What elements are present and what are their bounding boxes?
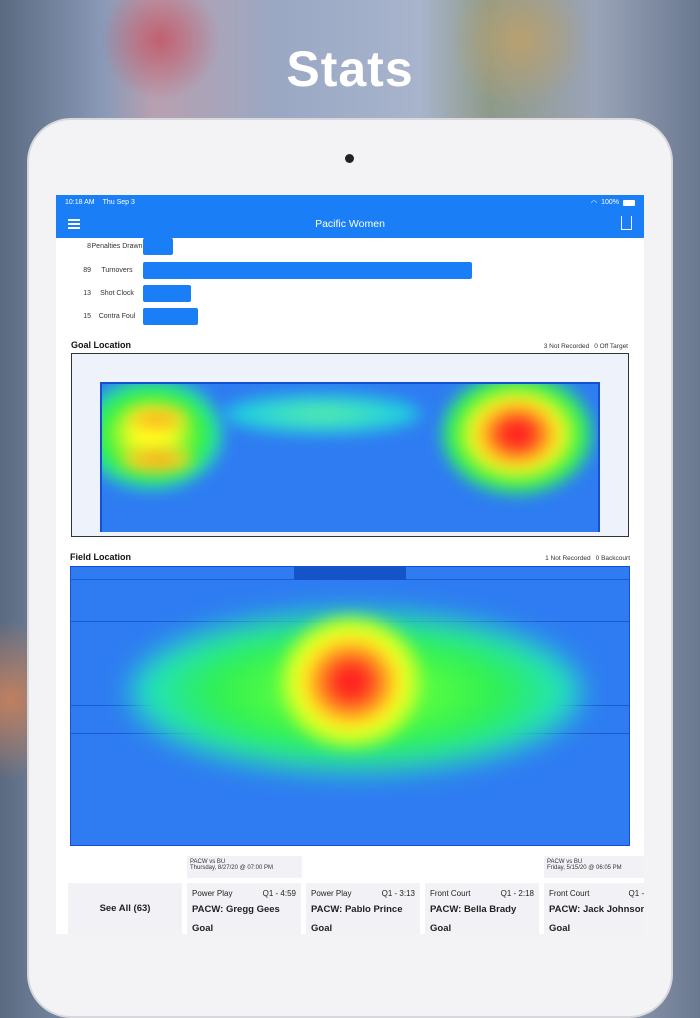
event-card[interactable]: Front Court Q1 - 2:18 PACW: Bella Brady Goa… xyxy=(425,883,539,934)
app-screen: 10:18 AM Thu Sep 3 ◠ 100% Pacific Women 8… xyxy=(56,195,644,934)
stat-value: 8 xyxy=(87,243,91,250)
stat-value: 89 xyxy=(83,267,91,274)
goal-mouth xyxy=(294,567,406,580)
stat-value: 15 xyxy=(83,313,91,320)
stat-bar xyxy=(143,308,199,325)
goal-location-heatmap xyxy=(71,353,629,537)
see-all-button[interactable]: See All (63) xyxy=(68,883,182,934)
page-title: Pacific Women xyxy=(315,218,385,230)
event-time: Q1 - 2:18 xyxy=(500,889,534,898)
field-location-title: Field Location xyxy=(70,552,132,562)
event-card[interactable]: Power Play Q1 - 4:59 PACW: Gregg Gees Goal xyxy=(187,883,301,934)
stat-row: 89 Turnovers xyxy=(56,262,472,279)
event-result: Goal xyxy=(311,923,333,934)
event-time: Q1 - 4:59 xyxy=(262,889,296,898)
nav-bar: Pacific Women xyxy=(56,210,644,238)
stat-value: 13 xyxy=(83,290,91,297)
game-date: Friday, 5/15/20 @ 06:05 PM xyxy=(547,865,622,871)
game-match: PACW vs BU xyxy=(190,859,226,865)
status-time: 10:18 AM xyxy=(65,199,95,206)
event-card[interactable]: Power Play Q1 - 3:13 PACW: Pablo Prince Goa… xyxy=(306,883,420,934)
stat-label: Penalties Drawn xyxy=(91,243,143,250)
stat-label: Contra Foul xyxy=(98,313,136,320)
event-player: PACW: Jack Johnson xyxy=(549,904,644,915)
menu-icon[interactable] xyxy=(68,219,80,231)
goal-location-meta: 3 Not Recorded 0 Off Target xyxy=(544,343,628,350)
wifi-icon: ◠ xyxy=(590,199,598,207)
stat-row: 13 Shot Clock xyxy=(56,285,192,302)
stat-bar xyxy=(143,238,173,255)
battery-percent: 100% xyxy=(601,199,619,206)
event-type: Front Court xyxy=(430,889,471,898)
status-bar: 10:18 AM Thu Sep 3 ◠ 100% xyxy=(56,195,644,210)
goal-not-recorded: 3 Not Recorded xyxy=(543,343,590,350)
event-card[interactable]: Front Court Q1 - 5: PACW: Jack Johnson Goal xyxy=(544,883,644,934)
heat-spot xyxy=(281,617,421,747)
camera-icon xyxy=(345,154,354,163)
stat-bar xyxy=(143,285,192,302)
event-player: PACW: Bella Brady xyxy=(430,904,517,915)
heat-spot xyxy=(222,394,422,434)
stat-bar xyxy=(143,262,472,279)
goal-off-target: 0 Off Target xyxy=(594,343,628,350)
heat-spot xyxy=(122,449,192,471)
event-type: Power Play xyxy=(311,889,352,898)
event-player: PACW: Pablo Prince xyxy=(311,904,403,915)
field-not-recorded: 1 Not Recorded xyxy=(545,555,591,562)
field-location-meta: 1 Not Recorded 0 Backcourt xyxy=(545,555,630,562)
event-time: Q1 - 3:13 xyxy=(381,889,415,898)
field-backcourt: 0 Backcourt xyxy=(595,555,630,562)
battery-icon xyxy=(623,199,635,206)
stat-label: Shot Clock xyxy=(100,290,134,297)
headline: Stats xyxy=(286,41,414,97)
game-header: PACW vs BU Friday, 5/15/20 @ 06:05 PM xyxy=(544,856,644,878)
event-result: Goal xyxy=(192,923,214,934)
event-type: Power Play xyxy=(192,889,233,898)
status-date: Thu Sep 3 xyxy=(102,199,135,206)
event-time: Q1 - 5: xyxy=(628,889,644,898)
field-location-heatmap xyxy=(70,566,630,846)
heat-spot xyxy=(442,384,592,494)
event-type: Front Court xyxy=(549,889,590,898)
share-icon[interactable] xyxy=(621,216,632,230)
goal-location-title: Goal Location xyxy=(71,340,132,350)
heat-spot xyxy=(102,384,222,489)
event-result: Goal xyxy=(430,923,452,934)
heat-spot xyxy=(127,409,187,429)
goal-frame xyxy=(100,382,600,532)
stat-row: 8 Penalties Drawn xyxy=(56,238,173,255)
event-result: Goal xyxy=(549,923,571,934)
game-header: PACW vs BU Thursday, 8/27/20 @ 07:00 PM xyxy=(187,856,302,878)
event-player: PACW: Gregg Gees xyxy=(192,904,280,915)
stat-row: 15 Contra Foul xyxy=(56,308,199,325)
game-date: Thursday, 8/27/20 @ 07:00 PM xyxy=(190,865,274,871)
stat-label: Turnovers xyxy=(101,267,133,274)
game-match: PACW vs BU xyxy=(547,859,583,865)
